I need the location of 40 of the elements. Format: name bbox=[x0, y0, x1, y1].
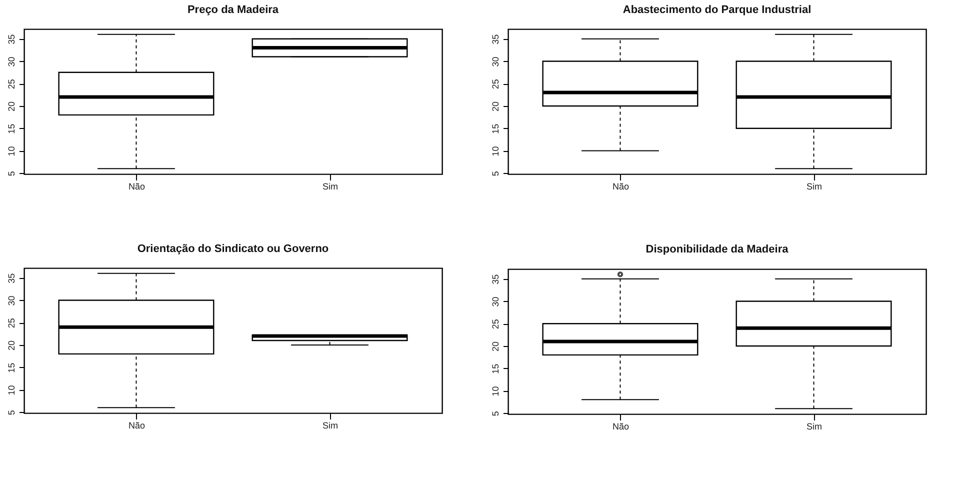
y-tick-label: 10 bbox=[490, 386, 500, 396]
y-tick-label: 15 bbox=[6, 362, 16, 373]
chart-title: Disponibilidade da Madeira bbox=[646, 244, 790, 256]
y-tick-label: 30 bbox=[6, 296, 16, 306]
y-tick-label: 20 bbox=[490, 101, 500, 112]
x-tick-label: Sim bbox=[322, 182, 338, 192]
y-tick-label: 5 bbox=[490, 171, 500, 176]
y-tick-label: 20 bbox=[6, 101, 16, 112]
x-tick-label: Sim bbox=[806, 422, 822, 432]
y-tick-label: 10 bbox=[6, 146, 16, 156]
y-tick-label: 35 bbox=[6, 34, 16, 44]
y-tick-label: 15 bbox=[490, 364, 500, 374]
y-tick-label: 25 bbox=[490, 79, 500, 90]
x-tick-label: Sim bbox=[806, 182, 822, 192]
y-tick-label: 20 bbox=[6, 340, 16, 350]
x-tick-label: Não bbox=[612, 422, 629, 432]
y-tick-label: 30 bbox=[6, 56, 16, 67]
x-tick-label: Não bbox=[612, 182, 629, 192]
chart-title: Preço da Madeira bbox=[187, 4, 280, 16]
y-tick-label: 35 bbox=[490, 274, 500, 284]
y-tick-label: 10 bbox=[6, 385, 16, 396]
y-tick-label: 25 bbox=[6, 318, 16, 328]
y-tick-label: 35 bbox=[6, 273, 16, 284]
y-tick-label: 30 bbox=[490, 56, 500, 67]
y-tick-label: 10 bbox=[490, 146, 500, 156]
y-tick-label: 15 bbox=[490, 124, 500, 134]
chart-title: Abastecimento do Parque Industrial bbox=[622, 4, 812, 16]
x-tick-label: Não bbox=[128, 420, 145, 430]
y-tick-label: 5 bbox=[6, 171, 16, 176]
x-tick-label: Sim bbox=[322, 420, 338, 430]
y-tick-label: 25 bbox=[490, 319, 500, 330]
y-tick-label: 35 bbox=[490, 34, 500, 44]
y-tick-label: 30 bbox=[490, 296, 500, 307]
y-tick-label: 5 bbox=[490, 411, 500, 416]
y-tick-label: 15 bbox=[6, 124, 16, 134]
x-tick-label: Não bbox=[128, 182, 145, 192]
y-tick-label: 25 bbox=[6, 79, 16, 90]
y-tick-label: 5 bbox=[6, 410, 16, 416]
y-tick-label: 20 bbox=[490, 341, 500, 352]
chart-title: Orientação do Sindicato ou Governo bbox=[137, 243, 329, 255]
